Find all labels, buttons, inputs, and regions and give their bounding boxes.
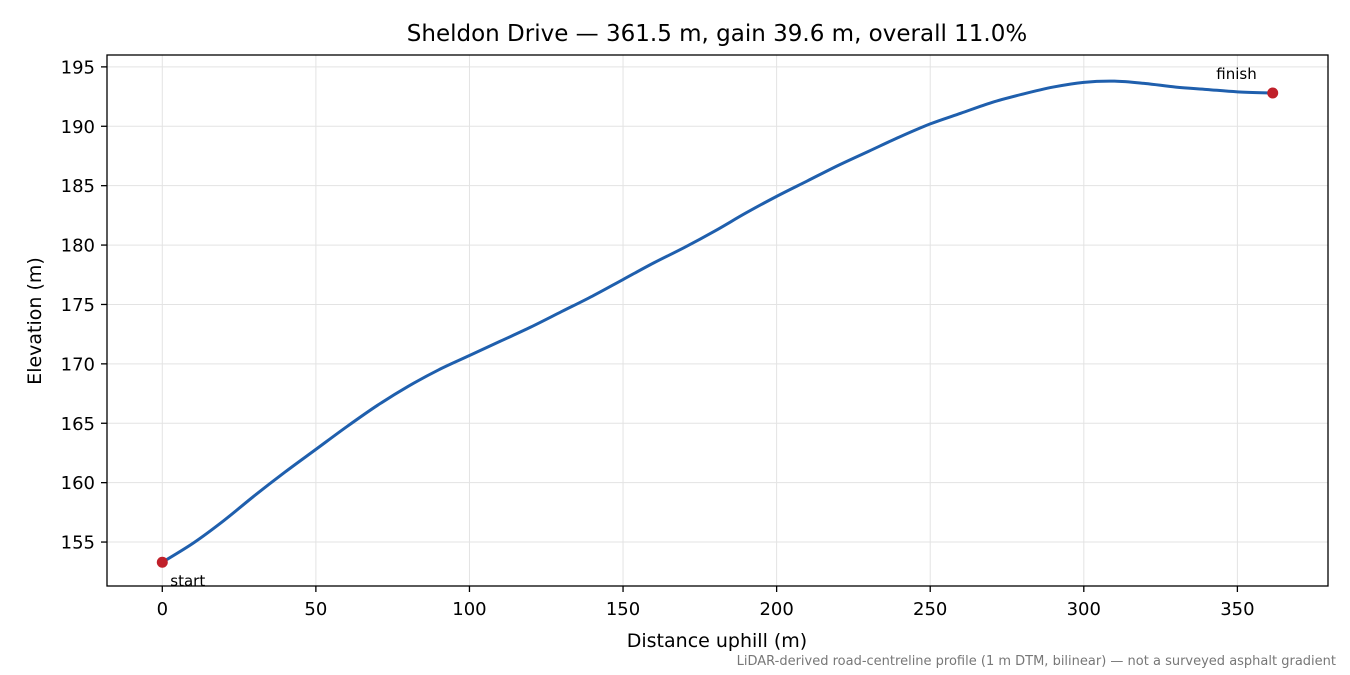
y-tick-label: 185	[61, 176, 95, 197]
x-tick-label: 250	[913, 599, 947, 620]
x-tick-label: 200	[759, 599, 793, 620]
plot-frame	[106, 54, 1329, 587]
footnote: LiDAR-derived road-centreline profile (1…	[737, 654, 1336, 669]
axis-ticks: 0 50 100 150 200 250 300 350 155 160 165 170 175 180 1…	[61, 57, 1255, 620]
y-tick-label: 195	[61, 57, 95, 78]
y-axis-label: Elevation (m)	[24, 257, 46, 385]
x-axis-label: Distance uphill (m)	[627, 630, 807, 652]
y-tick-label: 180	[61, 236, 95, 257]
start-marker	[156, 556, 168, 568]
x-tick-label: 150	[606, 599, 640, 620]
start-label: start	[170, 572, 205, 590]
chart-title: Sheldon Drive — 361.5 m, gain 39.6 m, ov…	[407, 21, 1027, 47]
endpoint-markers: start finish	[156, 65, 1279, 590]
elevation-profile-line	[160, 79, 1275, 564]
y-tick-label: 160	[61, 473, 95, 494]
x-tick-label: 100	[452, 599, 486, 620]
y-tick-label: 155	[61, 533, 95, 554]
finish-marker	[1267, 87, 1279, 99]
x-tick-label: 350	[1220, 599, 1254, 620]
grid-lines	[107, 55, 1328, 586]
y-tick-label: 175	[61, 295, 95, 316]
finish-label: finish	[1216, 65, 1256, 83]
y-tick-label: 170	[61, 354, 95, 375]
y-tick-label: 165	[61, 414, 95, 435]
y-tick-label: 190	[61, 117, 95, 138]
x-tick-label: 0	[157, 599, 168, 620]
x-tick-label: 300	[1067, 599, 1101, 620]
x-tick-label: 50	[304, 599, 327, 620]
